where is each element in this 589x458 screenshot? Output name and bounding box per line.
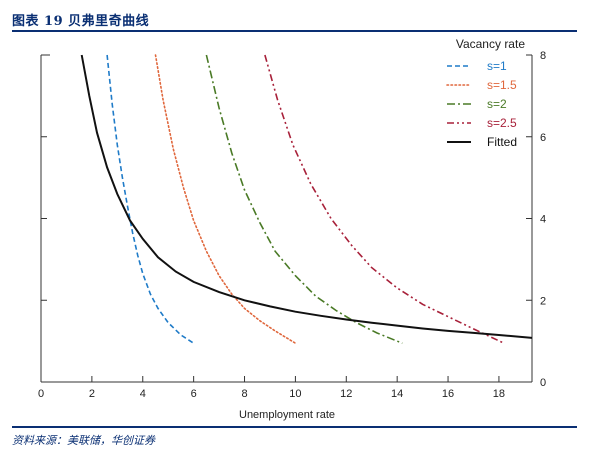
x-tick-label: 0 (38, 388, 44, 400)
x-tick-label: 18 (493, 388, 505, 400)
x-tick-label: 6 (191, 388, 197, 400)
series-line-s-2-5 (264, 54, 505, 344)
x-tick-label: 16 (442, 388, 454, 400)
y-tick-label: 8 (540, 50, 546, 62)
x-tick-label: 8 (241, 388, 247, 400)
legend-label: Fitted (487, 135, 517, 149)
y-axis-label: Vacancy rate (456, 37, 525, 51)
x-tick-label: 12 (340, 388, 352, 400)
legend-label: s=1 (487, 59, 507, 73)
figure-title: 图表 19 贝弗里奇曲线 (12, 14, 150, 29)
legend-label: s=2 (487, 97, 507, 111)
y-tick-label: 2 (540, 295, 546, 307)
title-divider (12, 30, 577, 32)
source-note: 资料来源：美联储，华创证券 (12, 434, 155, 447)
x-tick-label: 10 (289, 388, 301, 400)
x-tick-label: 14 (391, 388, 403, 400)
chart-legend: s=1 s=1.5 s=2 s=2.5 Fitted (446, 59, 517, 149)
series-line-s-2 (205, 54, 403, 344)
chart-axes: 0 2 4 6 8 10 12 14 16 18 0 2 4 6 8 (38, 50, 546, 400)
x-axis-label: Unemployment rate (239, 409, 335, 421)
x-tick-label: 2 (89, 388, 95, 400)
series-line-s-1-5 (154, 54, 297, 345)
legend-label: s=2.5 (487, 116, 517, 130)
legend-label: s=1.5 (487, 78, 517, 92)
series-layer (80, 54, 533, 345)
y-tick-label: 4 (540, 214, 546, 226)
y-tick-label: 6 (540, 132, 546, 144)
series-line-fitted (80, 54, 533, 339)
source-divider (12, 426, 577, 428)
x-tick-label: 4 (140, 388, 146, 400)
y-tick-label: 0 (540, 377, 546, 389)
series-line-s-1 (106, 54, 195, 344)
